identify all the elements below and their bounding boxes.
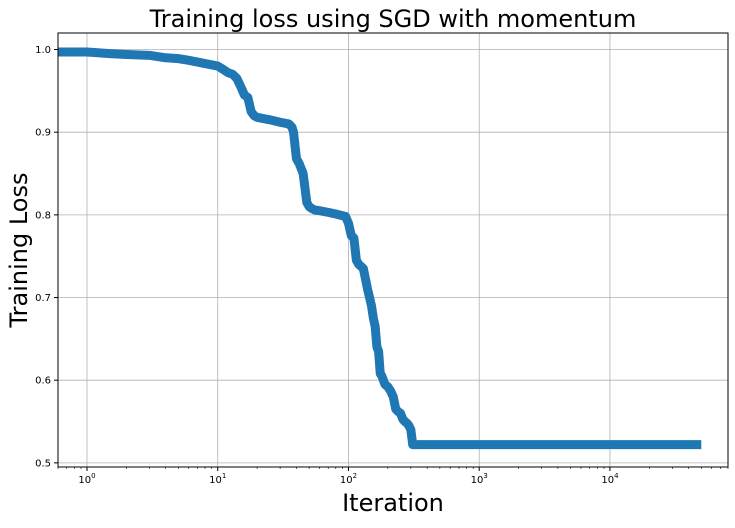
x-tick-exp: 3 [483,472,487,480]
grid-layer [58,33,728,467]
x-tick-base: 10 [78,475,91,486]
chart-title: Training loss using SGD with momentum [149,5,637,33]
x-tick-base: 10 [471,475,484,486]
x-axis-label: Iteration [342,489,444,517]
x-tick-label: 100 [78,472,95,486]
y-tick-label: 1.0 [35,45,51,56]
y-tick-label: 0.8 [35,210,51,221]
x-tick-base: 10 [601,475,614,486]
x-tick-base: 10 [340,475,353,486]
x-tick-base: 10 [209,475,222,486]
y-tick-label: 0.6 [35,376,51,387]
x-tick-label: 102 [340,472,357,486]
y-axis-label: Training Loss [5,173,33,329]
x-tick-exp: 4 [614,472,619,480]
plot-frame [57,32,729,468]
x-tick-label: 104 [601,472,619,486]
x-tick-exp: 0 [91,472,95,480]
x-tick-label: 101 [209,472,226,486]
y-tick-label: 0.9 [35,128,51,139]
series-line-0 [58,47,702,450]
line-layer [58,47,702,450]
y-tick-label: 0.7 [35,293,51,304]
x-tick-label: 103 [471,472,488,486]
x-tick-exp: 2 [353,472,357,480]
x-tick-exp: 1 [222,472,226,480]
y-tick-label: 0.5 [35,458,51,469]
